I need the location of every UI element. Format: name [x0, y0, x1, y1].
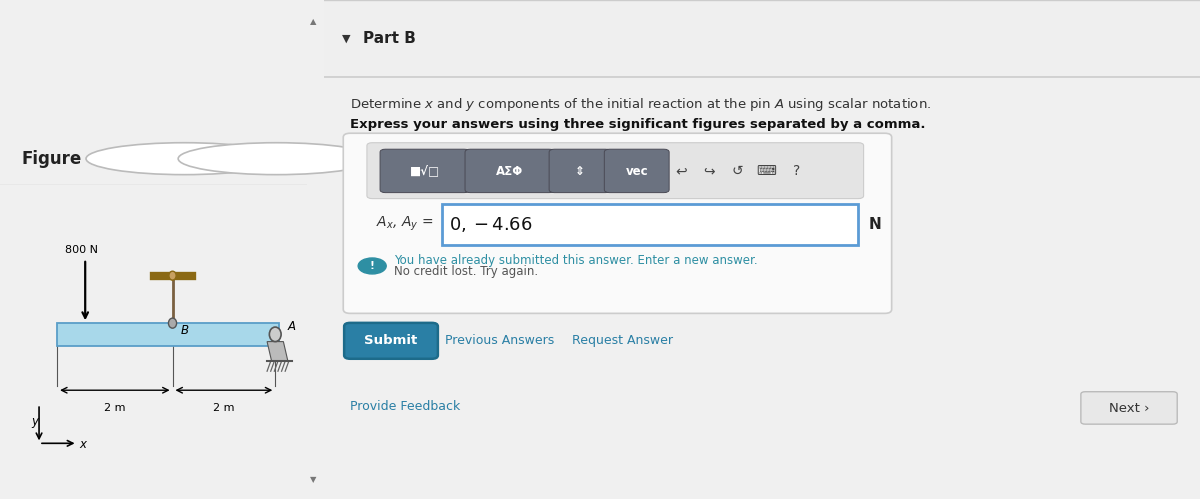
Polygon shape — [268, 342, 288, 361]
Circle shape — [358, 258, 386, 274]
Text: Previous Answers: Previous Answers — [445, 334, 554, 347]
Text: 800 N: 800 N — [65, 246, 98, 255]
FancyBboxPatch shape — [443, 204, 858, 245]
Text: Request Answer: Request Answer — [572, 334, 673, 347]
Text: >: > — [271, 152, 282, 165]
Text: Provide Feedback: Provide Feedback — [350, 400, 461, 413]
Text: ▲: ▲ — [310, 17, 317, 26]
Text: You have already submitted this answer. Enter a new answer.: You have already submitted this answer. … — [394, 254, 757, 267]
Text: ↩: ↩ — [676, 164, 688, 178]
FancyBboxPatch shape — [367, 143, 864, 199]
Text: Submit: Submit — [365, 334, 418, 347]
Text: ⇕: ⇕ — [575, 165, 584, 178]
FancyBboxPatch shape — [344, 323, 438, 359]
Text: y: y — [31, 416, 38, 429]
Text: B: B — [180, 324, 188, 337]
FancyBboxPatch shape — [380, 149, 469, 193]
Text: Determine $x$ and $y$ components of the initial reaction at the pin $A$ using sc: Determine $x$ and $y$ components of the … — [350, 96, 931, 113]
Text: Next ›: Next › — [1109, 402, 1150, 415]
Text: A: A — [288, 320, 296, 333]
Text: x: x — [79, 438, 86, 451]
Circle shape — [269, 327, 281, 342]
Text: ↺: ↺ — [732, 164, 743, 178]
Text: Part B: Part B — [364, 31, 416, 46]
FancyBboxPatch shape — [550, 149, 611, 193]
FancyBboxPatch shape — [1081, 392, 1177, 424]
Text: !: ! — [370, 261, 374, 271]
Text: ▼: ▼ — [310, 475, 317, 484]
Text: <: < — [179, 152, 190, 165]
Circle shape — [169, 271, 176, 280]
Text: ■√□: ■√□ — [409, 165, 440, 178]
Text: 1 of 1: 1 of 1 — [209, 152, 245, 165]
Text: $0, -4.66$: $0, -4.66$ — [449, 215, 533, 234]
Circle shape — [86, 143, 283, 175]
Text: Express your answers using three significant figures separated by a comma.: Express your answers using three signifi… — [350, 118, 925, 131]
Text: ΑΣΦ: ΑΣΦ — [496, 165, 523, 178]
Text: ▼: ▼ — [342, 34, 350, 44]
FancyBboxPatch shape — [466, 149, 554, 193]
Text: 2 m: 2 m — [104, 404, 126, 414]
Text: 2 m: 2 m — [214, 404, 235, 414]
FancyBboxPatch shape — [343, 133, 892, 313]
Text: N: N — [869, 217, 882, 232]
Text: Figure: Figure — [22, 150, 82, 168]
FancyBboxPatch shape — [58, 323, 278, 345]
Text: ↪: ↪ — [703, 164, 715, 178]
Text: No credit lost. Try again.: No credit lost. Try again. — [394, 265, 539, 278]
Circle shape — [178, 143, 374, 175]
Text: ⌨: ⌨ — [756, 164, 776, 178]
Circle shape — [168, 318, 176, 328]
Text: vec: vec — [625, 165, 648, 178]
FancyBboxPatch shape — [324, 0, 1200, 77]
FancyBboxPatch shape — [605, 149, 670, 193]
Text: $A_x$, $A_y$ =: $A_x$, $A_y$ = — [376, 215, 433, 233]
Text: ?: ? — [793, 164, 800, 178]
